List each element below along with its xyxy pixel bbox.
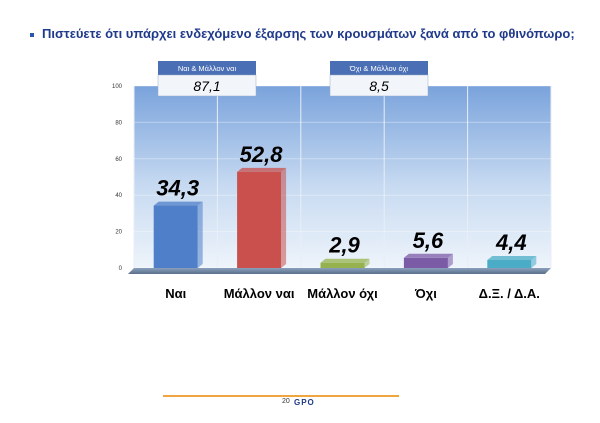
title-bullet [30, 33, 34, 37]
bar-front [403, 257, 448, 268]
bar-side [281, 167, 287, 268]
bar-front [153, 205, 198, 268]
value-label: 4,4 [495, 230, 527, 255]
summary-box-value: 8,5 [369, 78, 389, 94]
x-tick-label: Όχι [414, 286, 437, 301]
summary-box: Ναι & Μάλλον ναι 87,1 [157, 61, 257, 97]
summary-box-label: Ναι & Μάλλον ναι [178, 64, 237, 73]
y-axis-ticks: 0 20 40 60 80 100 [112, 84, 123, 272]
value-labels: 34,3 52,8 2,9 5,6 4,4 [156, 142, 526, 258]
bar-side [447, 253, 453, 268]
bar [403, 253, 453, 268]
summary-boxes: Ναι & Μάλλον ναι 87,1 Όχι & Μάλλον όχι 8,5 [157, 61, 429, 97]
summary-box: Όχι & Μάλλον όχι 8,5 [329, 61, 429, 97]
bar-side [531, 255, 537, 268]
bar [320, 258, 370, 268]
summary-box-value: 87,1 [193, 78, 220, 94]
y-tick-label: 100 [112, 84, 123, 90]
bar-side [197, 201, 203, 268]
bar-top [320, 258, 370, 263]
bar [153, 201, 203, 268]
y-tick-label: 80 [115, 120, 122, 126]
bar [487, 255, 537, 268]
page-number: 20 [282, 398, 290, 405]
x-tick-label: Μάλλον ναι [224, 286, 295, 301]
bar-top [237, 167, 287, 172]
chart-floor [128, 268, 551, 274]
bar-front [487, 259, 532, 268]
summary-box-header [330, 61, 428, 75]
y-tick-label: 40 [115, 193, 122, 199]
page-title: Πιστεύετε ότι υπάρχει ενδεχόμενο έξαρσης… [42, 26, 575, 41]
gpo-logo: GPO [294, 398, 315, 407]
x-tick-label: Δ.Ξ. / Δ.Α. [479, 286, 540, 301]
bar-top [153, 201, 203, 206]
summary-box-body [157, 74, 257, 97]
x-tick-label: Ναι [165, 286, 186, 301]
footer-divider [163, 395, 399, 397]
bar-front [237, 171, 282, 268]
x-tick-label: Μάλλον όχι [307, 286, 378, 301]
value-label: 52,8 [240, 142, 284, 167]
bar-top [403, 253, 453, 258]
bars [153, 167, 537, 268]
value-label: 2,9 [328, 233, 360, 258]
summary-box-label: Όχι & Μάλλον όχι [349, 64, 408, 73]
y-tick-label: 20 [115, 230, 122, 236]
bar-side [364, 258, 370, 268]
x-axis-labels: Ναι Μάλλον ναι Μάλλον όχι Όχι Δ.Ξ. / Δ.Α. [165, 286, 540, 301]
plot-background [134, 86, 551, 268]
y-tick-label: 0 [119, 266, 123, 272]
bar [237, 167, 287, 268]
y-tick-label: 60 [115, 157, 122, 163]
summary-box-header [158, 61, 256, 75]
summary-box-body [329, 74, 429, 97]
value-label: 5,6 [413, 228, 444, 253]
value-label: 34,3 [156, 176, 199, 201]
bar-top [487, 255, 537, 260]
bar-front [320, 262, 365, 268]
